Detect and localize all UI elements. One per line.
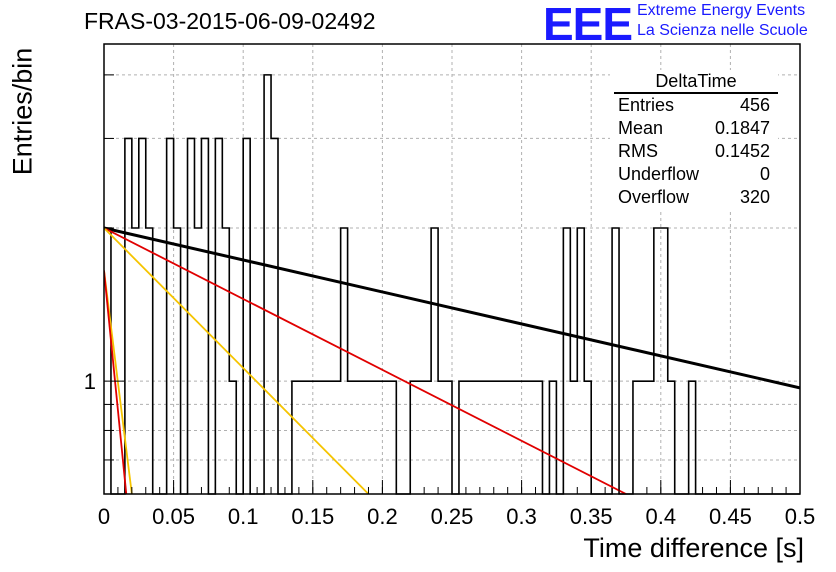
logo-line-2: La Scienza nelle Scuole — [637, 22, 808, 39]
stats-value: 0 — [759, 164, 770, 184]
stats-value: 0.1847 — [714, 118, 770, 138]
y-axis-label: Entries/bin — [7, 47, 38, 176]
stats-label: Overflow — [618, 187, 690, 207]
stats-title: DeltaTime — [614, 70, 778, 94]
x-tick-label: 0.2 — [367, 504, 398, 529]
run-title: FRAS-03-2015-06-09-02492 — [84, 8, 376, 34]
stats-label: RMS — [618, 141, 658, 161]
stats-label: Mean — [618, 118, 664, 138]
stats-label: Underflow — [618, 164, 700, 184]
y-tick-label: 1 — [84, 369, 96, 394]
stats-box: DeltaTime Entries 456 Mean 0.1847 RMS 0.… — [610, 70, 778, 209]
x-tick-label: 0.3 — [506, 504, 537, 529]
x-tick-label: 0.4 — [646, 504, 677, 529]
fit-line-black — [104, 226, 800, 390]
stats-row-overflow: Overflow 320 — [610, 186, 778, 209]
fit-line-yellow — [104, 227, 370, 494]
stats-row-rms: RMS 0.1452 — [610, 140, 778, 163]
axis-ticks — [103, 74, 801, 495]
x-tick-label: 0.1 — [228, 504, 259, 529]
stats-row-entries: Entries 456 — [610, 94, 778, 117]
x-tick-label: 0.5 — [785, 504, 816, 529]
x-tick-label: 0.15 — [291, 504, 334, 529]
fit-line-red — [104, 270, 128, 494]
stats-value: 320 — [739, 187, 770, 207]
x-tick-label: 0 — [98, 504, 110, 529]
stats-row-mean: Mean 0.1847 — [610, 117, 778, 140]
eee-logo: EEE — [543, 0, 633, 50]
fit-line-red — [104, 227, 627, 494]
tick-labels: 0 0.05 0.1 0.15 0.2 0.25 0.3 0.35 0.4 0.45 0.5 1 — [84, 369, 816, 529]
fit-line-yellow — [104, 270, 133, 494]
stats-value: 0.1452 — [714, 141, 770, 161]
fit-curves — [104, 226, 800, 494]
x-tick-label: 0.45 — [709, 504, 752, 529]
stats-label: Entries — [618, 95, 675, 115]
stats-value: 456 — [739, 95, 770, 115]
logo-line-1: Extreme Energy Events — [637, 2, 806, 19]
x-axis-label: Time difference [s] — [583, 533, 804, 563]
histogram-series — [104, 74, 800, 495]
x-tick-label: 0.35 — [570, 504, 613, 529]
x-tick-label: 0.05 — [152, 504, 195, 529]
histogram-steps — [104, 74, 800, 495]
stats-row-underflow: Underflow 0 — [610, 163, 778, 186]
x-tick-label: 0.25 — [431, 504, 474, 529]
